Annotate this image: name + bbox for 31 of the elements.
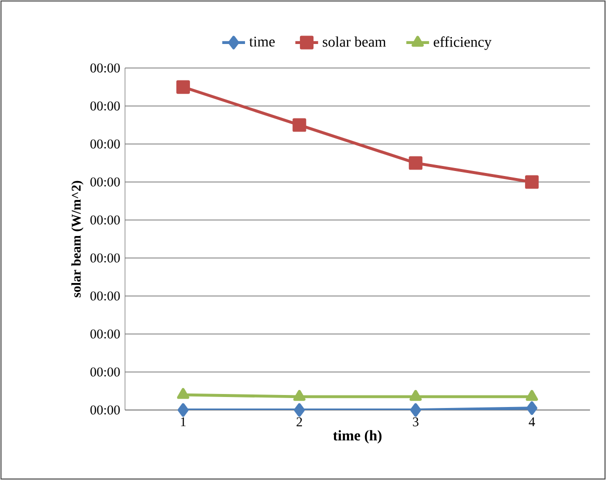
y-tick-label: 00:00: [90, 367, 120, 377]
point: [526, 401, 538, 415]
point: [410, 390, 422, 401]
x-tick-label: 4: [528, 417, 536, 426]
point: [178, 403, 189, 417]
y-tick-label: 00:00: [90, 215, 120, 225]
point: [525, 175, 539, 189]
y-tick-label: 00:00: [90, 253, 120, 263]
point: [294, 403, 305, 417]
point: [293, 390, 306, 401]
y-tick-label: 00:00: [90, 405, 120, 415]
y-tick-label: 00:00: [90, 101, 120, 111]
y-tick-label: 00:00: [90, 329, 120, 339]
y-tick-label: 00:00: [90, 177, 120, 187]
point: [177, 388, 190, 399]
y-axis-title: solar beam (W/m^2): [71, 180, 84, 298]
point: [408, 156, 422, 170]
x-tick-label: 3: [412, 417, 418, 426]
x-tick-label: 2: [296, 417, 302, 426]
x-axis-title: time (h): [333, 430, 382, 444]
legend-label: solar beam: [322, 36, 386, 47]
y-tick-label: 00:00: [90, 291, 120, 301]
y-tick-label: 00:00: [90, 139, 120, 149]
y-tick-label: 00:00: [90, 63, 120, 73]
legend-label: time: [249, 36, 275, 47]
legend-label: efficiency: [434, 36, 492, 50]
x-tick-label: 1: [180, 417, 186, 426]
point: [176, 80, 190, 94]
point: [292, 118, 306, 132]
point: [526, 390, 538, 401]
point: [410, 403, 422, 417]
